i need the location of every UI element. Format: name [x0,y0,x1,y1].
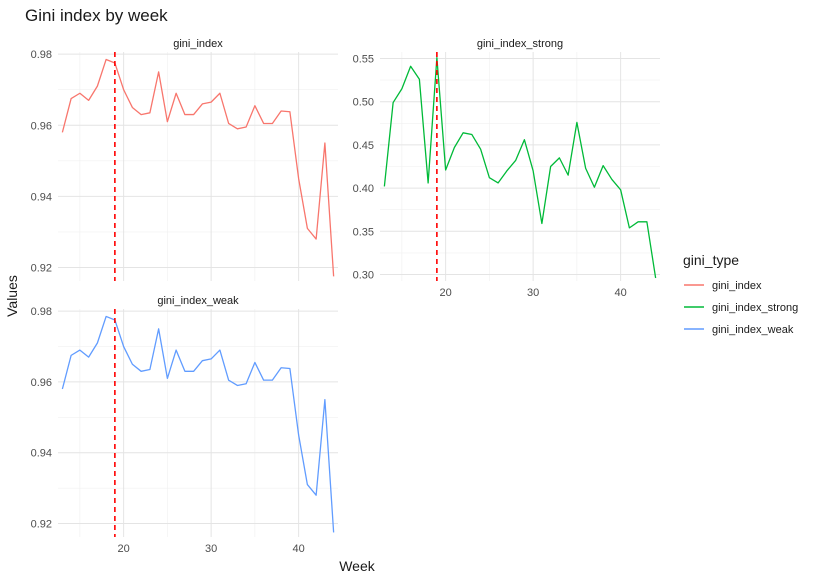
facet-strip-label: gini_index [173,38,223,50]
facet-panel-gini_index_weak: gini_index_weak 0.92 0.94 0.96 0.98 20 30 40 [31,295,338,555]
y-tick-label: 0.92 [31,519,52,531]
x-tick-label: 40 [615,287,627,299]
y-axis-title: Values [4,275,20,317]
legend-entry-gini_index: gini_index [684,280,762,292]
series-line-gini_index [61,58,335,277]
y-tick-label: 0.40 [353,183,374,195]
y-tick-label: 0.96 [31,120,52,132]
y-tick-label: 0.35 [353,226,374,238]
facet-panel-gini_index: gini_index 0.92 0.94 0.96 0.98 [31,38,338,281]
y-tick-label: 0.50 [353,97,374,109]
y-tick-label: 0.55 [353,53,374,65]
legend: gini_type gini_index gini_index_stronggin… [683,252,798,336]
series-line-gini_index_strong [383,56,657,279]
series-line-gini_index_weak [61,315,335,533]
legend-entry-gini_index_strong: gini_index_strong [684,302,798,314]
x-axis-title: Week [339,558,376,574]
y-tick-label: 0.92 [31,262,52,274]
y-tick-label: 0.94 [31,448,52,460]
legend-label: gini_index_strong [712,302,798,314]
x-tick-label: 30 [527,287,539,299]
y-tick-label: 0.98 [31,49,52,61]
y-tick-label: 0.98 [31,306,52,318]
y-tick-label: 0.96 [31,377,52,389]
legend-label: gini_index [712,280,762,292]
y-tick-label: 0.30 [353,270,374,282]
x-tick-label: 20 [440,287,452,299]
legend-entry-gini_index_weak: gini_index_weak [684,324,794,336]
legend-label: gini_index_weak [712,324,794,336]
x-tick-label: 40 [293,543,305,555]
x-tick-label: 30 [205,543,217,555]
y-tick-label: 0.45 [353,140,374,152]
legend-title: gini_type [683,252,739,268]
facet-strip-label: gini_index_weak [157,295,239,307]
facet-strip-label: gini_index_strong [477,38,563,50]
facet-panels: gini_index 0.92 0.94 0.96 0.98 gini_index_str… [31,38,660,555]
facet-panel-gini_index_strong: gini_index_strong 0.30 0.35 0.40 0.45 0.50 0.5… [353,38,660,299]
x-tick-label: 20 [118,543,130,555]
chart-title: Gini index by week [25,6,168,25]
y-tick-label: 0.94 [31,191,52,203]
